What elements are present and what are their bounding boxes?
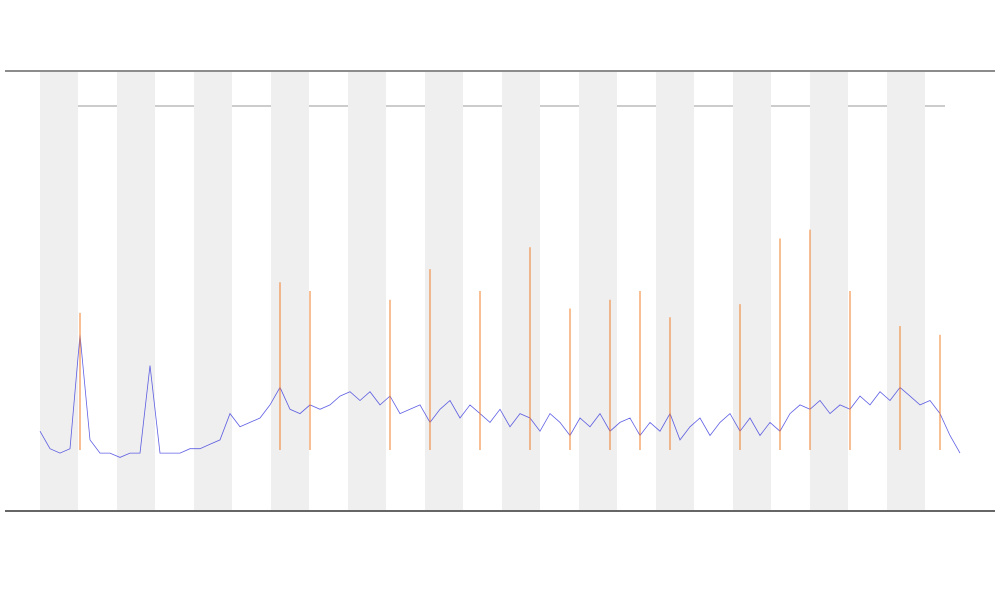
shaded-band bbox=[425, 72, 463, 510]
shaded-band bbox=[40, 72, 78, 510]
shaded-band bbox=[271, 72, 309, 510]
shaded-band bbox=[194, 72, 232, 510]
shaded-band bbox=[656, 72, 694, 510]
shaded-band bbox=[348, 72, 386, 510]
shaded-band bbox=[733, 72, 771, 510]
shaded-band bbox=[502, 72, 540, 510]
shaded-band bbox=[117, 72, 155, 510]
shaded-band bbox=[887, 72, 925, 510]
shaded-band bbox=[810, 72, 848, 510]
series-line bbox=[39, 334, 961, 458]
shaded-band bbox=[579, 72, 617, 510]
